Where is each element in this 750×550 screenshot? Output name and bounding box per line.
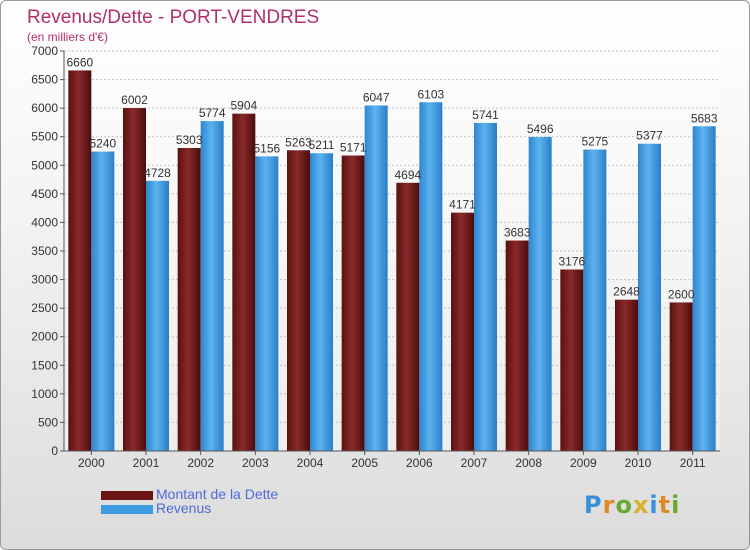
y-tick-label: 1500	[31, 358, 58, 372]
bar-revenus	[528, 136, 552, 451]
chart-title: Revenus/Dette - PORT-VENDRES	[27, 7, 320, 28]
data-label: 4728	[144, 166, 171, 180]
bar-revenus	[692, 126, 716, 451]
bar-revenus	[146, 180, 169, 452]
data-label: 3176	[558, 255, 585, 269]
bar-revenus	[364, 105, 388, 451]
bar-debt	[232, 113, 256, 451]
bar-debt	[396, 182, 420, 451]
bar-debt	[177, 147, 201, 451]
bar-revenus	[255, 156, 279, 451]
legend-label-revenus: Revenus	[156, 500, 212, 516]
y-tick-label: 1000	[31, 387, 58, 401]
x-tick-label: 2002	[187, 456, 214, 470]
bar-revenus	[419, 102, 443, 451]
data-label: 4171	[449, 198, 476, 212]
bar-revenus	[91, 151, 115, 452]
y-tick-label: 4000	[31, 215, 58, 229]
data-label: 5240	[89, 137, 116, 151]
data-label: 6047	[363, 90, 390, 104]
data-label: 6002	[121, 93, 148, 107]
bar-revenus	[638, 143, 661, 451]
bar-debt	[615, 299, 638, 451]
bar-debt	[287, 150, 310, 451]
data-label: 6103	[417, 87, 444, 101]
y-tick-label: 6500	[31, 73, 58, 87]
data-label: 5496	[527, 122, 554, 136]
y-tick-label: 7000	[31, 44, 58, 58]
data-label: 5303	[176, 133, 203, 147]
data-label: 5275	[581, 135, 608, 149]
bar-debt	[341, 155, 365, 451]
x-tick-label: 2000	[78, 456, 105, 470]
data-label: 5774	[199, 106, 226, 120]
bar-debt	[68, 70, 92, 451]
bar-revenus	[583, 149, 607, 452]
x-tick-label: 2007	[461, 456, 488, 470]
bar-revenus	[474, 122, 497, 451]
y-tick-label: 4500	[31, 187, 58, 201]
y-tick-label: 0	[51, 444, 58, 458]
x-tick-label: 2004	[297, 456, 324, 470]
bar-debt	[123, 108, 146, 452]
bar-revenus	[200, 121, 224, 452]
data-label: 2600	[668, 287, 695, 301]
y-tick-label: 3000	[31, 273, 58, 287]
bar-debt	[669, 302, 693, 451]
x-tick-label: 2003	[242, 456, 269, 470]
y-tick-label: 6000	[31, 101, 58, 115]
bar-revenus	[310, 153, 333, 451]
x-tick-label: 2011	[680, 456, 706, 470]
legend-swatch-revenus	[101, 505, 153, 514]
y-tick-label: 3500	[31, 244, 58, 258]
x-tick-label: 2009	[570, 456, 597, 470]
x-tick-label: 2008	[515, 456, 542, 470]
y-tick-label: 2000	[31, 330, 58, 344]
data-label: 5904	[230, 99, 257, 113]
legend-label-debt: Montant de la Dette	[156, 486, 279, 502]
y-tick-label: 5500	[31, 130, 58, 144]
bar-debt	[560, 269, 584, 451]
data-label: 5156	[253, 141, 280, 155]
x-tick-label: 2005	[351, 456, 378, 470]
x-tick-label: 2006	[406, 456, 433, 470]
x-tick-label: 2001	[133, 456, 160, 470]
y-tick-label: 5000	[31, 158, 58, 172]
data-label: 3683	[504, 226, 531, 240]
data-label: 2648	[613, 285, 640, 299]
data-label: 5741	[472, 108, 499, 122]
bar-debt	[451, 212, 474, 451]
data-label: 5377	[636, 129, 663, 143]
proxiti-logo: Proxiti	[584, 491, 681, 519]
data-label: 5171	[340, 141, 367, 155]
data-label: 4694	[394, 168, 421, 182]
legend-swatch-debt	[101, 491, 153, 500]
data-label: 5263	[285, 135, 312, 149]
chart-subtitle: (en milliers d'€)	[27, 30, 108, 44]
x-tick-label: 2010	[625, 456, 652, 470]
data-label: 5683	[691, 111, 718, 125]
data-label: 5211	[309, 138, 335, 152]
y-tick-label: 500	[38, 415, 58, 429]
bar-debt	[505, 240, 529, 451]
y-tick-label: 2500	[31, 301, 58, 315]
data-label: 6660	[66, 55, 93, 69]
